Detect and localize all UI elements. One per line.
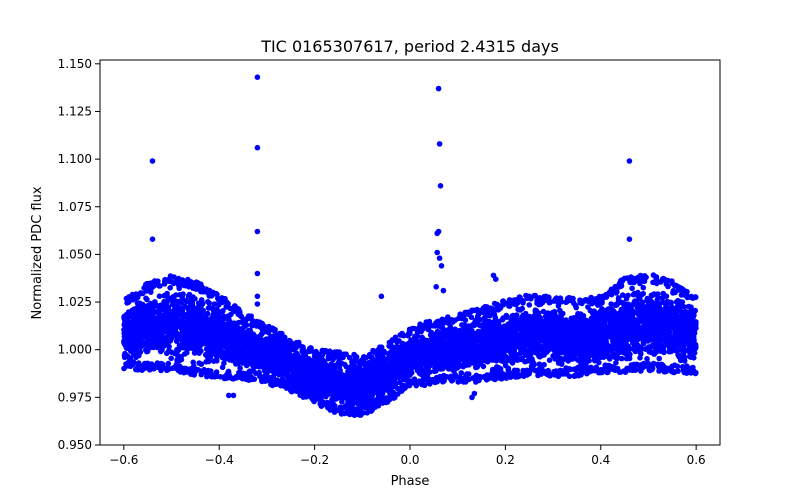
- data-point: [423, 361, 429, 368]
- data-point: [167, 285, 173, 291]
- data-point: [475, 330, 481, 337]
- data-point: [532, 309, 539, 316]
- data-point: [644, 356, 650, 362]
- data-point: [144, 296, 150, 303]
- data-point: [623, 295, 630, 302]
- data-point: [439, 366, 446, 372]
- data-point: [540, 308, 547, 315]
- data-point: [203, 352, 210, 358]
- data-point: [656, 355, 662, 362]
- data-point: [618, 355, 625, 362]
- data-point: [205, 358, 212, 365]
- data-point: [625, 355, 632, 361]
- data-point: [138, 343, 145, 349]
- data-point: [640, 284, 647, 291]
- data-point: [480, 363, 487, 370]
- data-point: [517, 307, 523, 313]
- data-point: [206, 300, 212, 306]
- data-point: [196, 360, 202, 366]
- data-points: [121, 74, 699, 419]
- data-point: [681, 304, 687, 310]
- chart-title: TIC 0165307617, period 2.4315 days: [260, 37, 559, 56]
- data-point: [235, 319, 242, 326]
- data-point: [204, 310, 211, 317]
- data-point: [499, 357, 506, 364]
- data-point: [631, 343, 638, 350]
- data-point: [653, 309, 659, 315]
- data-point: [215, 308, 222, 315]
- data-point: [177, 292, 183, 298]
- data-point: [638, 351, 644, 357]
- data-point: [546, 357, 553, 364]
- data-point: [629, 285, 635, 292]
- data-point: [618, 344, 624, 350]
- data-point: [613, 302, 620, 308]
- data-point: [210, 358, 217, 364]
- data-point: [221, 360, 227, 367]
- data-point: [576, 339, 583, 345]
- data-point: [526, 302, 533, 308]
- data-point: [458, 370, 465, 376]
- data-point: [460, 363, 467, 370]
- data-point: [477, 317, 484, 323]
- data-point: [355, 400, 361, 407]
- data-point: [156, 293, 163, 300]
- data-point: [686, 353, 693, 360]
- data-point: [445, 335, 452, 342]
- data-point: [643, 304, 649, 310]
- data-point: [168, 355, 174, 362]
- data-point: [571, 315, 577, 321]
- data-point: [632, 348, 639, 355]
- data-point: [648, 337, 655, 343]
- data-point: [156, 334, 163, 340]
- data-point: [556, 359, 562, 365]
